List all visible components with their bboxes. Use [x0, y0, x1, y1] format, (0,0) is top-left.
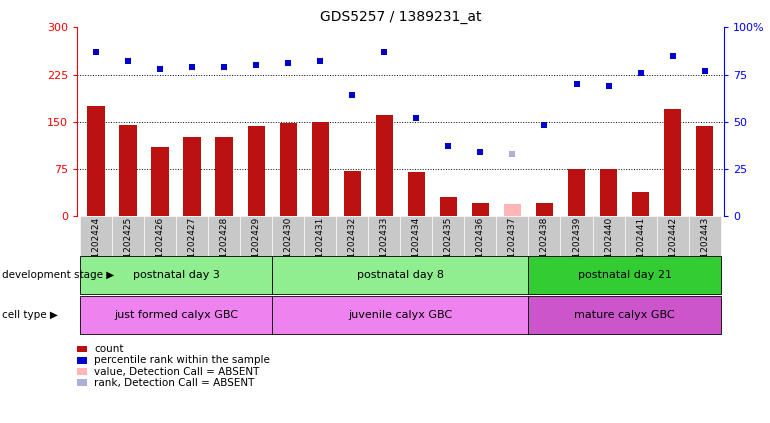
Bar: [280, 123, 297, 216]
Bar: [407, 172, 425, 216]
Point: [122, 58, 135, 65]
Point: [378, 49, 390, 55]
Point: [314, 58, 326, 65]
Point: [602, 82, 614, 89]
Bar: [216, 137, 233, 216]
Bar: [152, 147, 169, 216]
Point: [666, 52, 678, 59]
Point: [186, 63, 199, 70]
Text: count: count: [94, 344, 123, 354]
Text: percentile rank within the sample: percentile rank within the sample: [94, 355, 270, 365]
Point: [346, 92, 359, 99]
Bar: [600, 169, 618, 216]
Bar: [119, 125, 137, 216]
Bar: [631, 192, 649, 216]
Bar: [472, 203, 489, 216]
Bar: [183, 137, 201, 216]
Bar: [247, 126, 265, 216]
Text: value, Detection Call = ABSENT: value, Detection Call = ABSENT: [94, 367, 259, 377]
Point: [154, 66, 166, 72]
Point: [474, 148, 487, 155]
Text: mature calyx GBC: mature calyx GBC: [574, 310, 675, 320]
Text: rank, Detection Call = ABSENT: rank, Detection Call = ABSENT: [94, 378, 254, 388]
Bar: [440, 197, 457, 216]
Text: juvenile calyx GBC: juvenile calyx GBC: [348, 310, 453, 320]
Text: development stage ▶: development stage ▶: [2, 270, 114, 280]
Bar: [343, 170, 361, 216]
Point: [90, 49, 102, 55]
Title: GDS5257 / 1389231_at: GDS5257 / 1389231_at: [320, 10, 481, 24]
Point: [442, 143, 454, 149]
Bar: [696, 126, 713, 216]
Point: [218, 63, 230, 70]
Bar: [88, 106, 105, 216]
Point: [538, 122, 551, 129]
Text: postnatal day 8: postnatal day 8: [357, 270, 444, 280]
Bar: [567, 169, 585, 216]
Bar: [504, 204, 521, 216]
Text: postnatal day 21: postnatal day 21: [578, 270, 671, 280]
Point: [698, 67, 711, 74]
Point: [634, 69, 647, 76]
Point: [410, 115, 423, 121]
Point: [507, 150, 519, 157]
Bar: [536, 203, 554, 216]
Bar: [312, 122, 329, 216]
Point: [282, 60, 294, 67]
Text: just formed calyx GBC: just formed calyx GBC: [114, 310, 238, 320]
Text: cell type ▶: cell type ▶: [2, 310, 58, 320]
Text: postnatal day 3: postnatal day 3: [132, 270, 219, 280]
Point: [250, 62, 263, 69]
Bar: [664, 109, 681, 216]
Point: [571, 81, 583, 88]
Bar: [376, 115, 393, 216]
